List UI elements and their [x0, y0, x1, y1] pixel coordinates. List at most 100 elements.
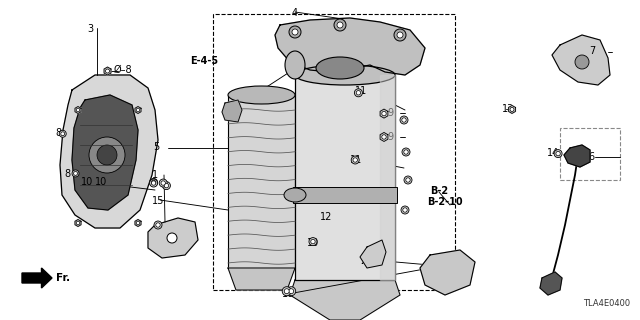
Ellipse shape — [295, 65, 395, 85]
Circle shape — [382, 135, 386, 139]
Circle shape — [402, 148, 410, 156]
Bar — [293, 187, 397, 203]
Text: E-4-5: E-4-5 — [190, 56, 218, 67]
Text: 8: 8 — [56, 128, 62, 138]
Polygon shape — [22, 268, 52, 288]
Circle shape — [311, 239, 315, 244]
Circle shape — [556, 151, 560, 156]
Text: 10: 10 — [282, 289, 294, 299]
Circle shape — [404, 176, 412, 184]
Text: 9: 9 — [388, 132, 394, 142]
Circle shape — [400, 116, 408, 124]
Circle shape — [60, 130, 66, 137]
Circle shape — [356, 91, 360, 95]
Circle shape — [334, 19, 346, 31]
Circle shape — [156, 223, 160, 227]
Polygon shape — [228, 268, 295, 290]
Text: 8: 8 — [64, 169, 70, 180]
Text: 10: 10 — [307, 238, 319, 248]
Circle shape — [150, 179, 157, 187]
Polygon shape — [420, 250, 475, 295]
Polygon shape — [75, 107, 81, 114]
Circle shape — [161, 181, 165, 185]
Circle shape — [401, 206, 409, 214]
Polygon shape — [509, 106, 515, 114]
Circle shape — [284, 289, 289, 294]
Circle shape — [287, 287, 296, 296]
Polygon shape — [275, 18, 425, 75]
Text: 10: 10 — [95, 177, 107, 188]
Text: 10: 10 — [81, 177, 93, 188]
Circle shape — [150, 178, 157, 186]
Circle shape — [106, 69, 109, 73]
Circle shape — [404, 150, 408, 154]
Polygon shape — [380, 132, 388, 141]
Polygon shape — [540, 272, 562, 295]
Polygon shape — [135, 107, 141, 114]
Polygon shape — [360, 240, 386, 268]
Text: Fr.: Fr. — [56, 273, 70, 283]
Circle shape — [382, 111, 386, 116]
Ellipse shape — [228, 86, 295, 104]
Circle shape — [292, 29, 298, 35]
Circle shape — [575, 55, 589, 69]
Polygon shape — [564, 145, 590, 167]
Text: 1: 1 — [152, 170, 159, 180]
Circle shape — [76, 221, 80, 225]
Text: 4: 4 — [291, 8, 298, 18]
Text: 11: 11 — [355, 86, 367, 96]
Ellipse shape — [316, 57, 364, 79]
Circle shape — [402, 118, 406, 122]
Text: 11: 11 — [350, 155, 362, 165]
Text: 13: 13 — [502, 104, 514, 114]
Polygon shape — [60, 75, 158, 228]
Polygon shape — [380, 109, 388, 118]
Text: 6: 6 — [589, 152, 595, 163]
Polygon shape — [104, 67, 111, 75]
Polygon shape — [222, 100, 242, 122]
Circle shape — [167, 233, 177, 243]
Polygon shape — [552, 35, 610, 85]
Bar — [213, 14, 455, 290]
Circle shape — [136, 221, 140, 225]
Circle shape — [289, 289, 294, 294]
Circle shape — [154, 221, 162, 229]
Circle shape — [337, 22, 343, 28]
Circle shape — [76, 108, 80, 112]
Circle shape — [97, 145, 117, 165]
Circle shape — [353, 158, 357, 162]
Circle shape — [355, 89, 362, 97]
Circle shape — [403, 208, 407, 212]
Text: 5: 5 — [154, 142, 160, 152]
Circle shape — [74, 172, 77, 175]
Text: 3: 3 — [87, 24, 93, 34]
Circle shape — [406, 178, 410, 182]
Text: 7: 7 — [589, 45, 595, 56]
Ellipse shape — [284, 188, 306, 202]
Circle shape — [163, 181, 170, 189]
Polygon shape — [75, 220, 81, 227]
Circle shape — [164, 183, 168, 188]
Polygon shape — [290, 280, 400, 320]
Circle shape — [554, 149, 562, 157]
Circle shape — [282, 287, 291, 296]
Circle shape — [61, 132, 65, 136]
Ellipse shape — [285, 51, 305, 79]
Circle shape — [159, 179, 167, 187]
Text: Ø–8: Ø–8 — [114, 65, 132, 75]
Circle shape — [351, 156, 359, 164]
Polygon shape — [148, 218, 198, 258]
Circle shape — [152, 181, 156, 185]
Text: 9: 9 — [388, 108, 394, 118]
Text: 14: 14 — [547, 148, 559, 158]
Circle shape — [394, 29, 406, 41]
Circle shape — [309, 237, 317, 246]
Bar — [295, 75, 395, 280]
Polygon shape — [72, 95, 138, 210]
Circle shape — [397, 32, 403, 38]
Text: B-2: B-2 — [430, 186, 448, 196]
Text: 15: 15 — [152, 196, 164, 206]
Circle shape — [89, 137, 125, 173]
Circle shape — [289, 26, 301, 38]
Circle shape — [510, 108, 514, 111]
